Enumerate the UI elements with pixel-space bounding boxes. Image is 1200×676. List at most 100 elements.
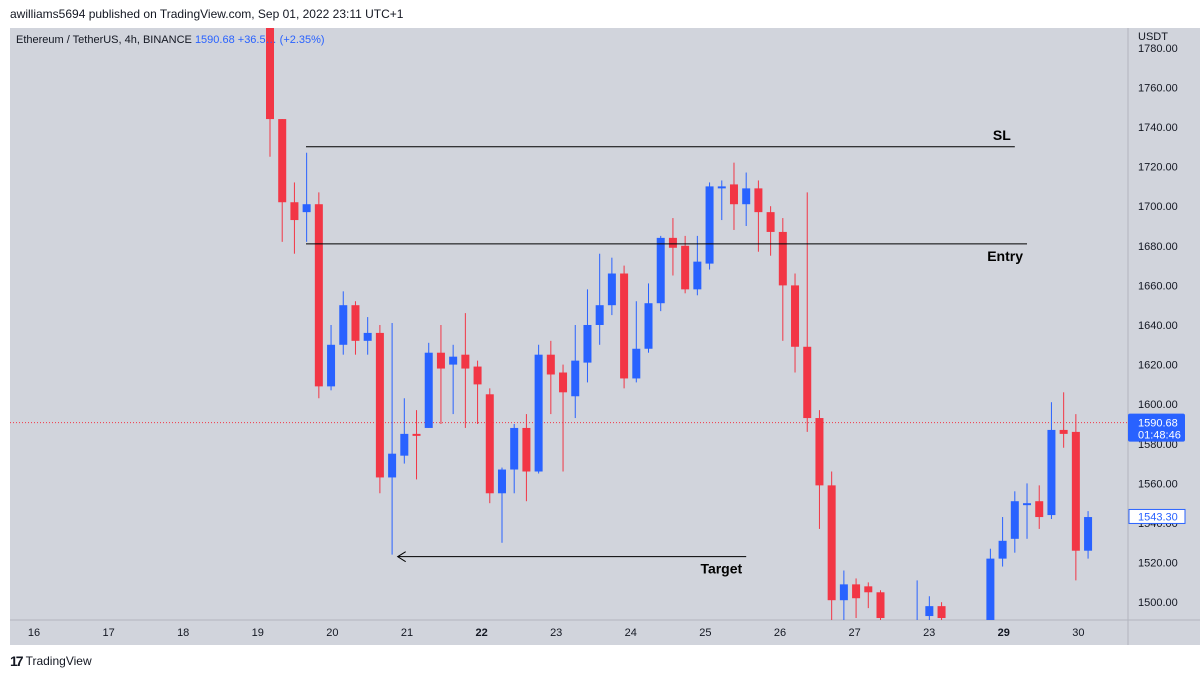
time-axis-tick: 25 [699,627,711,639]
candle-body[interactable] [693,261,702,290]
price-axis-tick: 1720.00 [1138,162,1178,174]
candle-body[interactable] [620,273,629,379]
price-axis-tick: 1780.00 [1138,43,1178,55]
price-axis-tick: 1500.00 [1138,597,1178,609]
candle-body[interactable] [400,433,409,456]
candle-body[interactable] [571,360,580,397]
candle-body[interactable] [339,305,348,345]
candle-body[interactable] [595,305,604,325]
candle-body[interactable] [803,346,812,419]
candle-body[interactable] [607,273,616,306]
candle-body[interactable] [766,212,775,232]
candle-body[interactable] [998,540,1007,559]
candle-body[interactable] [876,592,885,619]
symbol-price: 1590.68 [195,34,238,46]
candle-body[interactable] [363,332,372,341]
time-axis-tick: 27 [848,627,860,639]
publisher-caption: awilliams5694 published on TradingView.c… [10,7,404,21]
annotation-label-sl: SL [993,127,1011,143]
candle-body[interactable] [827,485,836,601]
candle-body[interactable] [778,231,787,286]
candle-body[interactable] [546,354,555,375]
candle-body[interactable] [314,204,323,387]
candle-body[interactable] [668,237,677,248]
candle-body[interactable] [632,348,641,379]
candle-body[interactable] [522,427,531,472]
candle-body[interactable] [742,188,751,205]
candle-body[interactable] [1071,431,1080,551]
candle-body[interactable] [656,237,665,304]
time-axis-tick: 18 [177,627,189,639]
candle-body[interactable] [473,366,482,385]
candle-body[interactable] [327,344,336,387]
candle-body[interactable] [1084,517,1093,551]
bar-countdown-label: 01:48:46 [1138,430,1181,442]
candle-body[interactable] [497,469,506,494]
candle-body[interactable] [278,119,287,203]
candle-body[interactable] [290,202,299,221]
price-axis-tick: 1760.00 [1138,82,1178,94]
candle-body[interactable] [986,558,995,640]
candle-body[interactable] [815,418,824,486]
time-axis-tick: 23 [923,627,935,639]
candle-body[interactable] [754,188,763,213]
price-axis[interactable] [1128,28,1200,645]
candle-body[interactable] [791,285,800,347]
candle-body[interactable] [510,427,519,470]
price-label-box[interactable] [1128,508,1186,524]
candle-body[interactable] [925,606,934,617]
candle-body[interactable] [937,606,946,619]
candle-body[interactable] [1023,503,1032,506]
time-axis[interactable] [10,620,1128,645]
price-label-value: 1543.30 [1138,511,1178,523]
tradingview-brand[interactable]: 17 TradingView [10,653,92,669]
price-axis-unit: USDT [1138,31,1168,43]
time-axis-tick: 23 [550,627,562,639]
candle-body[interactable] [266,16,274,120]
target-arrowhead-icon [396,551,406,563]
price-axis-tick: 1660.00 [1138,280,1178,292]
candle-body[interactable] [1047,429,1056,516]
candle-body[interactable] [864,586,873,593]
footer-bar: 17 TradingView [0,645,1200,676]
candle-body[interactable] [461,354,470,369]
price-axis-tick: 1680.00 [1138,241,1178,253]
candle-body[interactable] [583,324,592,363]
price-axis-tick: 1620.00 [1138,360,1178,372]
candle-body[interactable] [302,204,311,213]
candle-body[interactable] [1010,501,1019,539]
candle-body[interactable] [1059,429,1068,434]
candle-body[interactable] [681,245,690,290]
candle-body[interactable] [534,354,543,472]
candle-body[interactable] [388,453,397,478]
candle-body[interactable] [705,186,714,264]
candle-body[interactable] [424,352,433,428]
price-axis-tick: 1700.00 [1138,201,1178,213]
annotation-label-target: Target [700,561,742,577]
time-axis-tick: 19 [252,627,264,639]
symbol-name: Ethereum / TetherUS, 4h, BINANCE [16,34,195,46]
price-axis-tick: 1560.00 [1138,478,1178,490]
candle-body[interactable] [839,584,848,601]
candle-body[interactable] [559,372,568,393]
candle-body[interactable] [1035,501,1044,518]
candle-body[interactable] [412,433,421,436]
price-axis-tick: 1520.00 [1138,558,1178,570]
plot-area[interactable] [10,28,1128,620]
candle-body[interactable] [717,186,726,189]
price-axis-tick: 1640.00 [1138,320,1178,332]
candle-body[interactable] [375,332,384,478]
candle-body[interactable] [436,352,445,369]
candle-body[interactable] [729,184,738,205]
current-price-label: 1590.68 [1138,418,1178,430]
candle-body[interactable] [449,356,458,365]
time-axis-tick: 26 [774,627,786,639]
current-price-badge[interactable] [1128,413,1185,442]
candle-body[interactable] [351,305,360,341]
candles-group [10,16,1128,640]
price-axis-tick: 1600.00 [1138,399,1178,411]
candle-body[interactable] [644,303,653,349]
candle-body[interactable] [485,394,494,494]
candle-body[interactable] [852,584,861,599]
